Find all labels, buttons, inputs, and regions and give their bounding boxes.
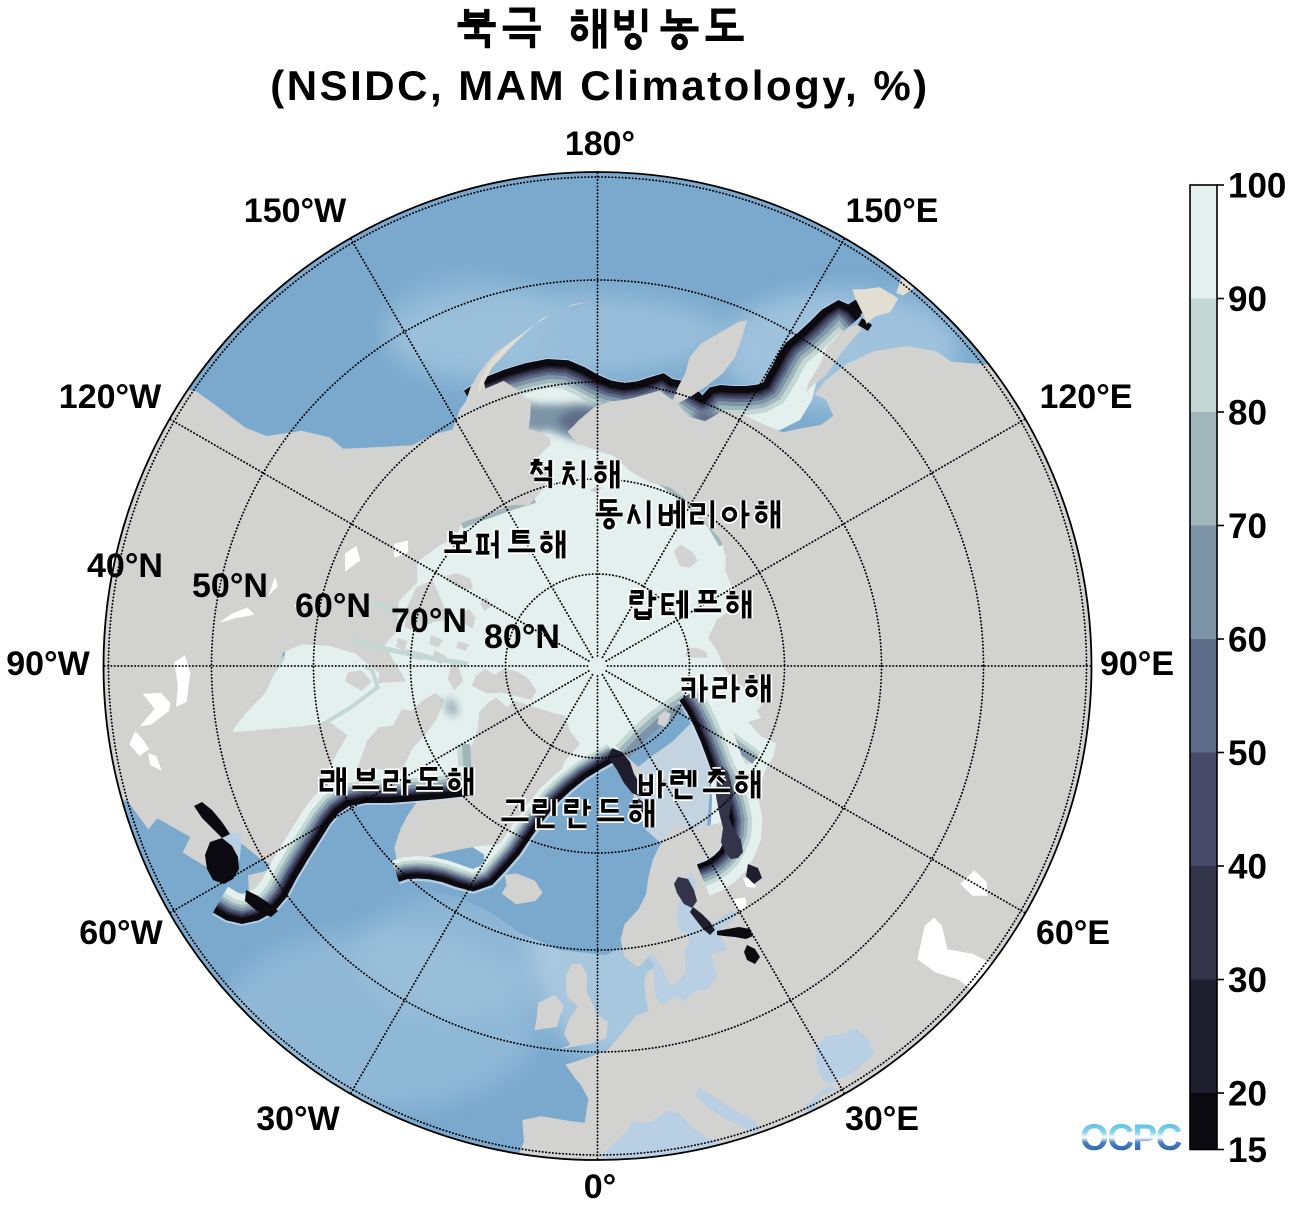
svg-text:120°E: 120°E [1039, 378, 1132, 416]
svg-text:0°: 0° [584, 1168, 617, 1206]
svg-text:40°N: 40°N [87, 547, 163, 585]
svg-text:70: 70 [1228, 507, 1267, 546]
svg-text:60°E: 60°E [1036, 914, 1110, 952]
svg-text:30°W: 30°W [256, 1100, 340, 1138]
svg-text:20: 20 [1228, 1075, 1267, 1114]
svg-text:30: 30 [1228, 961, 1267, 1000]
svg-text:60°N: 60°N [295, 587, 371, 625]
svg-text:80: 80 [1228, 394, 1267, 433]
svg-text:70°N: 70°N [391, 602, 467, 640]
svg-text:OCPC: OCPC [1080, 1117, 1182, 1158]
svg-text:60°W: 60°W [79, 914, 163, 952]
svg-text:90°W: 90°W [6, 645, 90, 683]
svg-text:50: 50 [1228, 734, 1267, 773]
svg-text:150°E: 150°E [845, 192, 938, 230]
svg-text:(NSIDC, MAM Climatology, %): (NSIDC, MAM Climatology, %) [270, 62, 929, 109]
svg-text:30°E: 30°E [845, 1100, 919, 1138]
svg-text:80°N: 80°N [484, 618, 560, 656]
svg-text:150°W: 150°W [244, 192, 347, 230]
svg-text:180°: 180° [565, 125, 635, 163]
svg-text:40: 40 [1228, 848, 1267, 887]
svg-text:50°N: 50°N [192, 567, 268, 605]
svg-text:60: 60 [1228, 621, 1267, 660]
svg-text:15: 15 [1228, 1131, 1267, 1170]
svg-text:90°E: 90°E [1100, 645, 1174, 683]
svg-text:120°W: 120°W [59, 378, 162, 416]
svg-text:100: 100 [1228, 167, 1286, 206]
svg-text:90: 90 [1228, 280, 1267, 319]
